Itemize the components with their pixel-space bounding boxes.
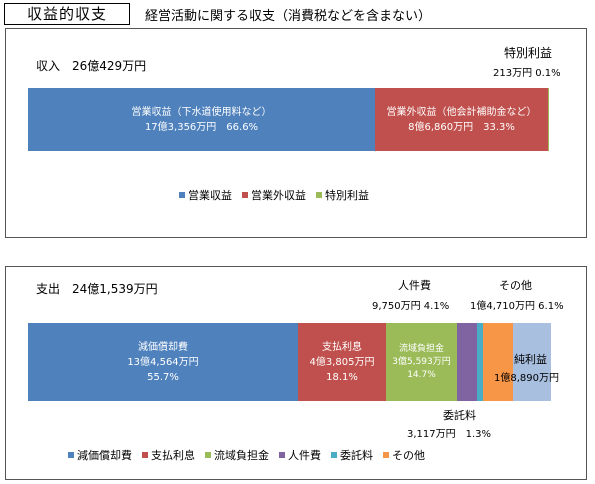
legend-swatch: [68, 452, 74, 458]
other-bar: [483, 323, 513, 401]
personnel-cost-value: 9,750万円 4.1%: [372, 301, 450, 312]
non-operating-revenue-label: 営業外収益（他会計補助金など）: [386, 106, 537, 118]
net-profit-value: 1億8,890万円: [494, 373, 559, 384]
income-heading: 収入 26億429万円: [36, 59, 147, 73]
net-profit-bar: [513, 323, 551, 401]
non-operating-revenue-value: 8億6,860万円 33.3%: [408, 121, 515, 133]
interest-label: 支払利息: [322, 341, 362, 353]
income-legend: 営業収益 営業外収益 特別利益: [179, 187, 379, 203]
net-profit-label: 純利益: [514, 353, 547, 366]
legend-item: 特別利益: [316, 187, 369, 203]
special-profit-value: 213万円 0.1%: [493, 68, 561, 79]
legend-item: 人件費: [279, 447, 321, 463]
operating-revenue-value: 17億3,356万円 66.6%: [144, 121, 259, 133]
legend-swatch: [142, 452, 148, 458]
basin-charge-percent: 14.7%: [407, 369, 436, 380]
other-label: その他: [499, 279, 532, 292]
depreciation-bar: 減価償却費 13億4,564万円 55.7%: [28, 323, 298, 401]
commission-label: 委託料: [443, 409, 476, 422]
basin-charge-label: 流域負担金: [398, 343, 444, 354]
page-subtitle: 経営活動に関する収支（消費税などを含まない）: [145, 9, 432, 24]
legend-item: 営業外収益: [242, 187, 306, 203]
legend-item: 減価償却費: [68, 447, 132, 463]
legend-item: その他: [383, 447, 425, 463]
expense-heading: 支出 24億1,539万円: [36, 282, 158, 296]
interest-value: 4億3,805万円: [309, 356, 375, 368]
depreciation-label: 減価償却費: [138, 341, 188, 353]
page-title: 収益的収支: [4, 3, 130, 25]
legend-swatch: [279, 452, 285, 458]
personnel-cost-label: 人件費: [398, 279, 431, 292]
special-profit-label: 特別利益: [504, 46, 553, 60]
income-panel: 収入 26億429万円 特別利益 213万円 0.1% 営業収益（下水道使用料な…: [5, 28, 587, 238]
interest-percent: 18.1%: [326, 371, 358, 383]
legend-item: 営業収益: [179, 187, 232, 203]
legend-swatch: [242, 192, 248, 198]
personnel-cost-bar: [457, 323, 477, 401]
legend-swatch: [331, 452, 337, 458]
basin-charge-value: 3億5,593万円: [392, 356, 451, 367]
operating-revenue-label: 営業収益（下水道使用料など）: [131, 106, 272, 118]
commission-value: 3,117万円 1.3%: [407, 429, 492, 440]
legend-swatch: [179, 192, 185, 198]
expense-panel: 支出 24億1,539万円 人件費 9,750万円 4.1% その他 1億4,7…: [5, 266, 587, 480]
legend-item: 流域負担金: [205, 447, 269, 463]
commission-bar: [477, 323, 483, 401]
basin-charge-bar: 流域負担金 3億5,593万円 14.7%: [386, 323, 457, 401]
legend-swatch: [316, 192, 322, 198]
other-value: 1億4,710万円 6.1%: [470, 301, 564, 312]
non-operating-revenue-bar: 営業外収益（他会計補助金など） 8億6,860万円 33.3%: [375, 88, 548, 151]
interest-bar: 支払利息 4億3,805万円 18.1%: [298, 323, 386, 401]
expense-legend: 減価償却費 支払利息 流域負担金 人件費 委託料 その他: [68, 447, 435, 463]
special-profit-bar: [548, 88, 549, 151]
depreciation-percent: 55.7%: [147, 371, 179, 383]
legend-swatch: [383, 452, 389, 458]
depreciation-value: 13億4,564万円: [127, 356, 199, 368]
legend-swatch: [205, 452, 211, 458]
legend-item: 支払利息: [142, 447, 195, 463]
legend-item: 委託料: [331, 447, 373, 463]
operating-revenue-bar: 営業収益（下水道使用料など） 17億3,356万円 66.6%: [28, 88, 375, 151]
